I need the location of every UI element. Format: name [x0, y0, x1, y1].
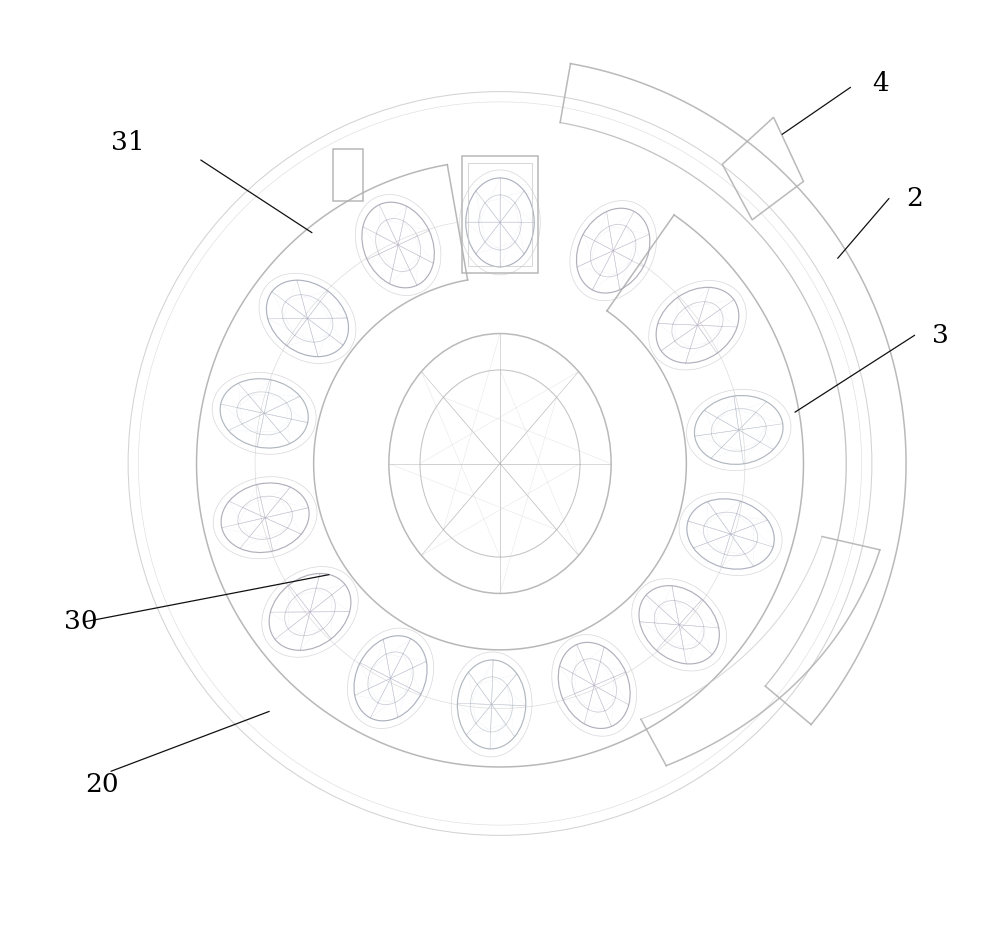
Text: 2: 2: [906, 186, 923, 211]
Text: 20: 20: [85, 771, 119, 796]
Text: 3: 3: [932, 323, 949, 348]
Text: 31: 31: [111, 131, 145, 156]
Text: 30: 30: [64, 609, 98, 634]
Text: 4: 4: [872, 70, 889, 95]
